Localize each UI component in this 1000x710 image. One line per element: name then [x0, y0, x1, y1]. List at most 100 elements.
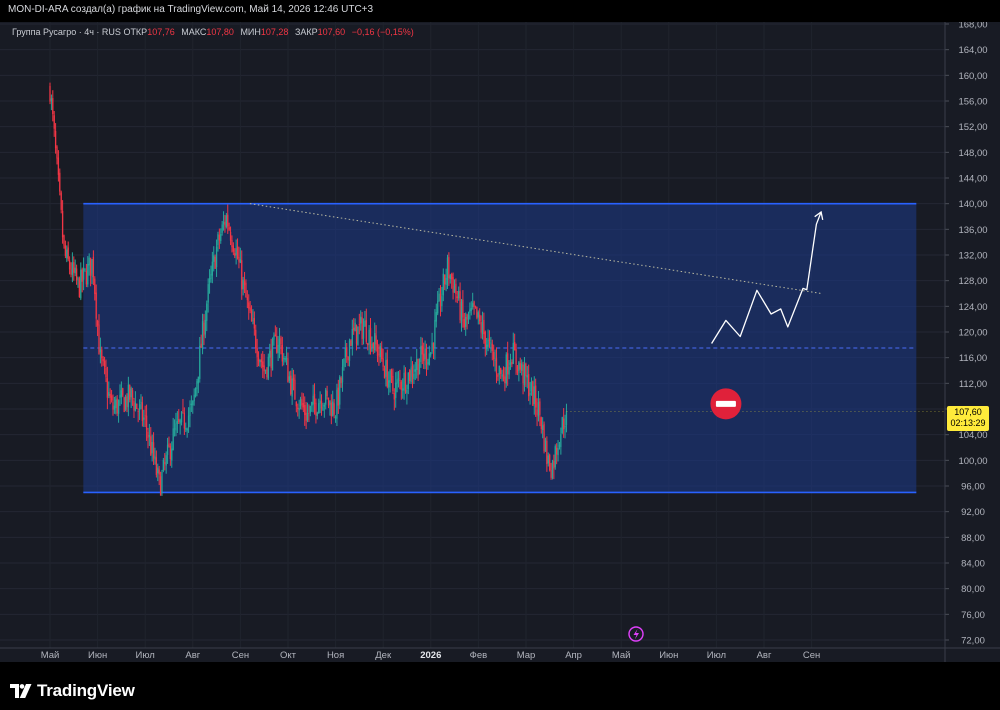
- candle-body: [336, 389, 338, 419]
- candle-body: [61, 210, 64, 238]
- candle-body: [460, 301, 463, 322]
- symbol-label[interactable]: Группа Русагро · 4ч · RUS: [12, 27, 121, 37]
- tradingview-logo[interactable]: TradingView: [10, 681, 135, 701]
- candle-body: [388, 380, 390, 388]
- candle-body: [80, 269, 82, 299]
- candle-body: [84, 268, 86, 270]
- candle-body: [224, 221, 226, 226]
- candle-body: [231, 240, 233, 248]
- candle-body: [372, 342, 374, 348]
- close-label: ЗАКР: [294, 27, 318, 37]
- candle-body: [411, 365, 414, 377]
- candle-body: [511, 362, 513, 365]
- candle-body: [71, 262, 74, 275]
- candle-body: [294, 379, 296, 400]
- candle-body: [476, 306, 478, 318]
- candle-body: [490, 342, 492, 344]
- candle-body: [187, 415, 190, 428]
- candle-body: [400, 381, 402, 390]
- no-entry-icon: [710, 388, 742, 420]
- candle-body: [414, 369, 416, 372]
- candle-body: [449, 275, 451, 279]
- candle-body: [271, 339, 274, 371]
- candle-body: [242, 279, 244, 290]
- candle-body: [469, 309, 471, 313]
- candle-body: [262, 361, 264, 368]
- candle-body: [316, 412, 318, 416]
- candle-body: [350, 340, 352, 346]
- candle-body: [288, 376, 290, 381]
- candle-body: [60, 192, 62, 210]
- candle-body: [343, 358, 345, 367]
- candle-body: [302, 403, 304, 408]
- candle-body: [130, 388, 132, 398]
- candle-body: [133, 401, 135, 411]
- candle-body: [472, 303, 474, 308]
- x-tick-label: Мар: [517, 650, 536, 661]
- candle-body: [127, 384, 130, 408]
- candle-body: [117, 400, 120, 414]
- candle-body: [124, 396, 127, 410]
- y-tick-label: 88,00: [961, 533, 985, 544]
- candle-body: [327, 397, 330, 406]
- candle-body: [462, 299, 464, 318]
- candle-body: [404, 371, 407, 392]
- candle-body: [203, 322, 205, 337]
- candle-body: [382, 358, 384, 367]
- last-price: 107,60: [954, 407, 982, 417]
- candle-body: [437, 300, 439, 314]
- x-tick-label: Май: [612, 650, 631, 661]
- candle-body: [253, 318, 255, 329]
- candle-body: [129, 384, 131, 400]
- candle-body: [278, 338, 281, 347]
- change-value: −0,16 (−0,15%): [351, 27, 414, 37]
- candle-body: [154, 455, 156, 460]
- candle-body: [348, 340, 351, 361]
- candle-body: [403, 373, 405, 391]
- candle-body: [509, 362, 512, 366]
- candle-body: [533, 386, 535, 405]
- candle-body: [206, 303, 208, 321]
- candle-body: [171, 448, 173, 461]
- candle-body: [173, 428, 176, 430]
- candle-body: [354, 322, 356, 332]
- candle-body: [120, 390, 123, 398]
- candle-body: [102, 358, 104, 362]
- candle-body: [248, 302, 250, 309]
- candle-body: [378, 353, 380, 355]
- candle-body: [221, 224, 223, 233]
- brand-name: TradingView: [37, 681, 135, 700]
- x-tick-label: Окт: [280, 650, 297, 661]
- candle-body: [508, 366, 510, 375]
- top-bar: MON-DI-ARA создал(а) график на TradingVi…: [0, 0, 1000, 22]
- low-label: МИН: [240, 27, 261, 37]
- candle-body: [466, 314, 468, 320]
- candle-body: [236, 246, 239, 259]
- chart-area[interactable]: 168,00 164,00 160,00 156,00 152,00 148,00 144,…: [0, 22, 1000, 662]
- candle-body: [376, 343, 379, 357]
- candle-body: [413, 373, 415, 380]
- y-tick-label: 76,00: [961, 610, 985, 621]
- candle-body: [483, 320, 485, 335]
- close-value: 107,60: [317, 27, 346, 37]
- candle-body: [459, 291, 461, 320]
- price-chart[interactable]: 168,00 164,00 160,00 156,00 152,00 148,00 144,…: [0, 22, 1000, 662]
- candle-body: [274, 334, 276, 337]
- candle-body: [502, 374, 505, 379]
- candle-body: [312, 395, 314, 405]
- candle-body: [229, 231, 232, 241]
- candle-body: [484, 331, 486, 348]
- candle-body: [228, 227, 230, 230]
- candle-body: [463, 318, 465, 328]
- candle-body: [428, 353, 430, 365]
- candle-body: [201, 321, 204, 350]
- lightning-ring: [628, 626, 644, 642]
- candle-body: [92, 256, 95, 278]
- candle-body: [540, 417, 542, 430]
- candle-body: [424, 348, 426, 360]
- candle-body: [498, 365, 500, 375]
- candle-body: [383, 368, 386, 379]
- candle-body: [529, 393, 531, 395]
- tradingview-logo-icon: [10, 684, 32, 698]
- candle-body: [452, 277, 454, 293]
